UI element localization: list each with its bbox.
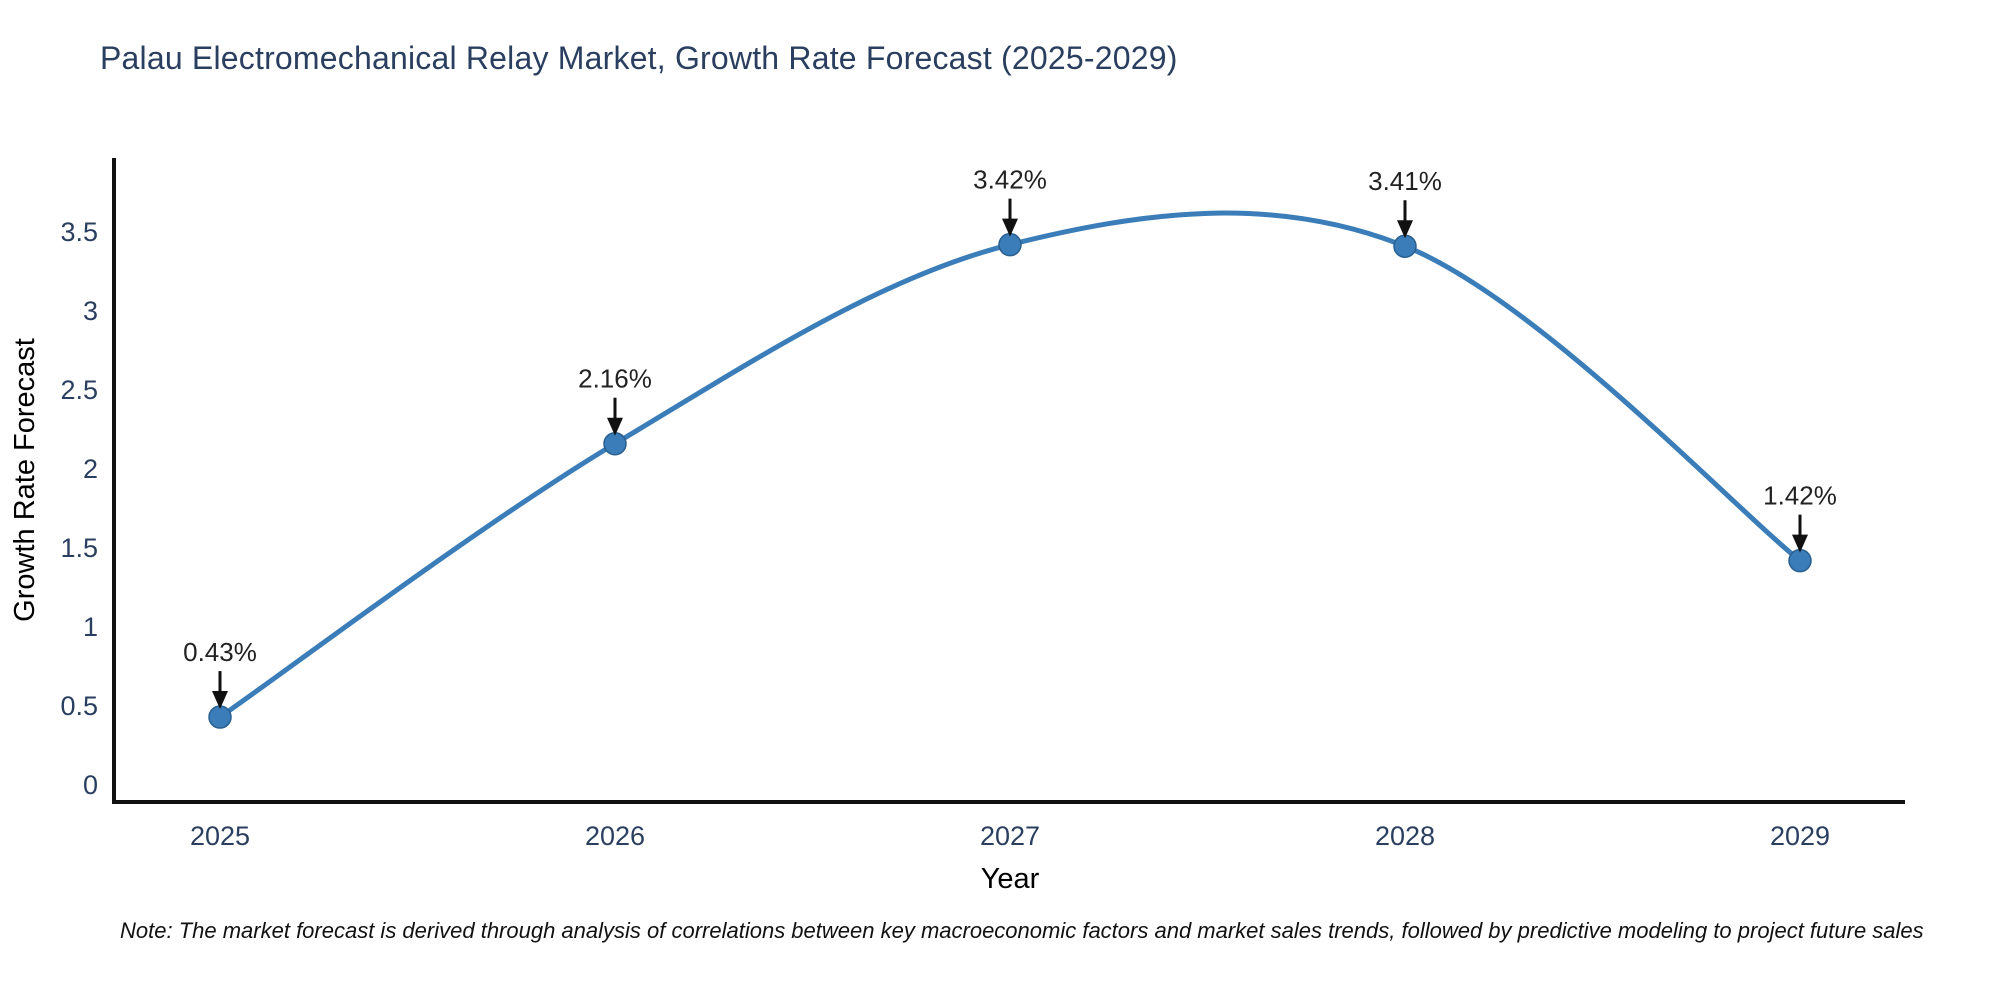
trend-line [217,210,1803,720]
y-axis-tick-labels: 0 0.5 1 1.5 2 2.5 3 3.5 [60,217,98,800]
annotation-arrowhead-2027 [1002,218,1018,237]
data-point-2029 [1788,548,1812,573]
x-axis-title: Year [981,863,1040,895]
y-tick-label-1.5: 1.5 [60,533,98,563]
point-annotations: 0.43% 2.16% 3.42% 3.41% 1.42% [183,165,1837,710]
annotation-label-2029: 1.42% [1763,481,1837,511]
annotation-arrowhead-2028 [1397,220,1413,239]
y-tick-label-0.5: 0.5 [60,691,98,721]
axis-spines [112,158,1905,804]
y-axis-title: Growth Rate Forecast [9,338,41,622]
annotation-arrowhead-2029 [1792,534,1808,553]
annotation-label-2027: 3.42% [973,165,1047,195]
x-tick-label-2027: 2027 [980,821,1040,851]
data-point-2025 [208,705,232,729]
annotation-arrowhead-2025 [212,691,228,710]
y-tick-label-3: 3 [83,296,98,326]
y-tick-label-2: 2 [83,454,98,484]
footnote: Note: The market forecast is derived thr… [120,918,1924,943]
data-point-2027 [998,232,1022,257]
annotation-arrowhead-2026 [607,417,623,436]
x-tick-label-2025: 2025 [190,821,250,851]
data-point-2026 [603,431,627,456]
data-point-2028 [1393,234,1417,258]
y-tick-label-2.5: 2.5 [60,375,98,405]
chart-title: Palau Electromechanical Relay Market, Gr… [100,40,1178,76]
annotation-label-2025: 0.43% [183,637,257,667]
y-tick-label-0: 0 [83,770,98,800]
x-axis-tick-labels: 2025 2026 2027 2028 2029 [190,821,1830,851]
annotation-label-2026: 2.16% [578,364,652,394]
x-tick-label-2028: 2028 [1375,821,1435,851]
annotation-label-2028: 3.41% [1368,166,1442,196]
y-tick-label-1: 1 [83,612,98,642]
forecast-line-series [208,210,1812,729]
x-tick-label-2029: 2029 [1770,821,1830,851]
x-tick-label-2026: 2026 [585,821,645,851]
y-tick-label-3.5: 3.5 [60,217,98,247]
